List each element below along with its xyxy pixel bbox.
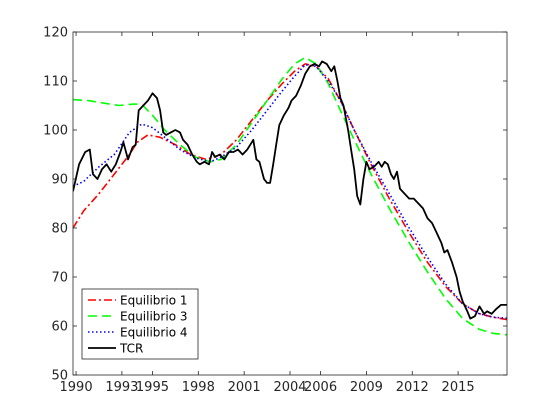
x-tick-label: 2004: [273, 380, 306, 395]
legend-entry: TCR: [119, 342, 143, 356]
legend: Equilibrio 1 Equilibrio 3 Equilibrio 4 TCR: [81, 288, 199, 360]
legend-entry: Equilibrio 3: [120, 310, 187, 324]
y-tick-label: 60: [51, 320, 68, 335]
y-tick-label: 100: [43, 124, 68, 139]
x-tick-label: 2012: [396, 380, 429, 395]
y-tick-label: 50: [51, 369, 68, 384]
x-tick-label: 2009: [350, 380, 383, 395]
y-tick-label: 80: [51, 222, 68, 237]
x-tick-label: 1998: [182, 380, 215, 395]
x-tick-label: 2006: [304, 380, 337, 395]
series-line-equilibrio-1: [73, 63, 507, 321]
y-tick-label: 70: [51, 271, 68, 286]
x-tick-label: 1993: [105, 380, 138, 395]
y-tick-label: 120: [43, 26, 68, 41]
y-tick-label: 110: [43, 75, 68, 90]
legend-entry: Equilibrio 1: [120, 294, 187, 308]
series-layer: [73, 56, 507, 336]
legend-entry: Equilibrio 4: [120, 326, 187, 340]
series-line-tcr: [73, 60, 507, 320]
x-tick-label: 1990: [60, 380, 93, 395]
series-line-equilibrio-3: [73, 56, 507, 336]
series-line-equilibrio-4: [73, 64, 507, 319]
x-tick-label: 2015: [442, 380, 475, 395]
x-tick-label: 1995: [136, 380, 169, 395]
y-tick-label: 90: [51, 173, 68, 188]
axes-box: [72, 31, 508, 376]
x-tick-label: 2001: [228, 380, 261, 395]
